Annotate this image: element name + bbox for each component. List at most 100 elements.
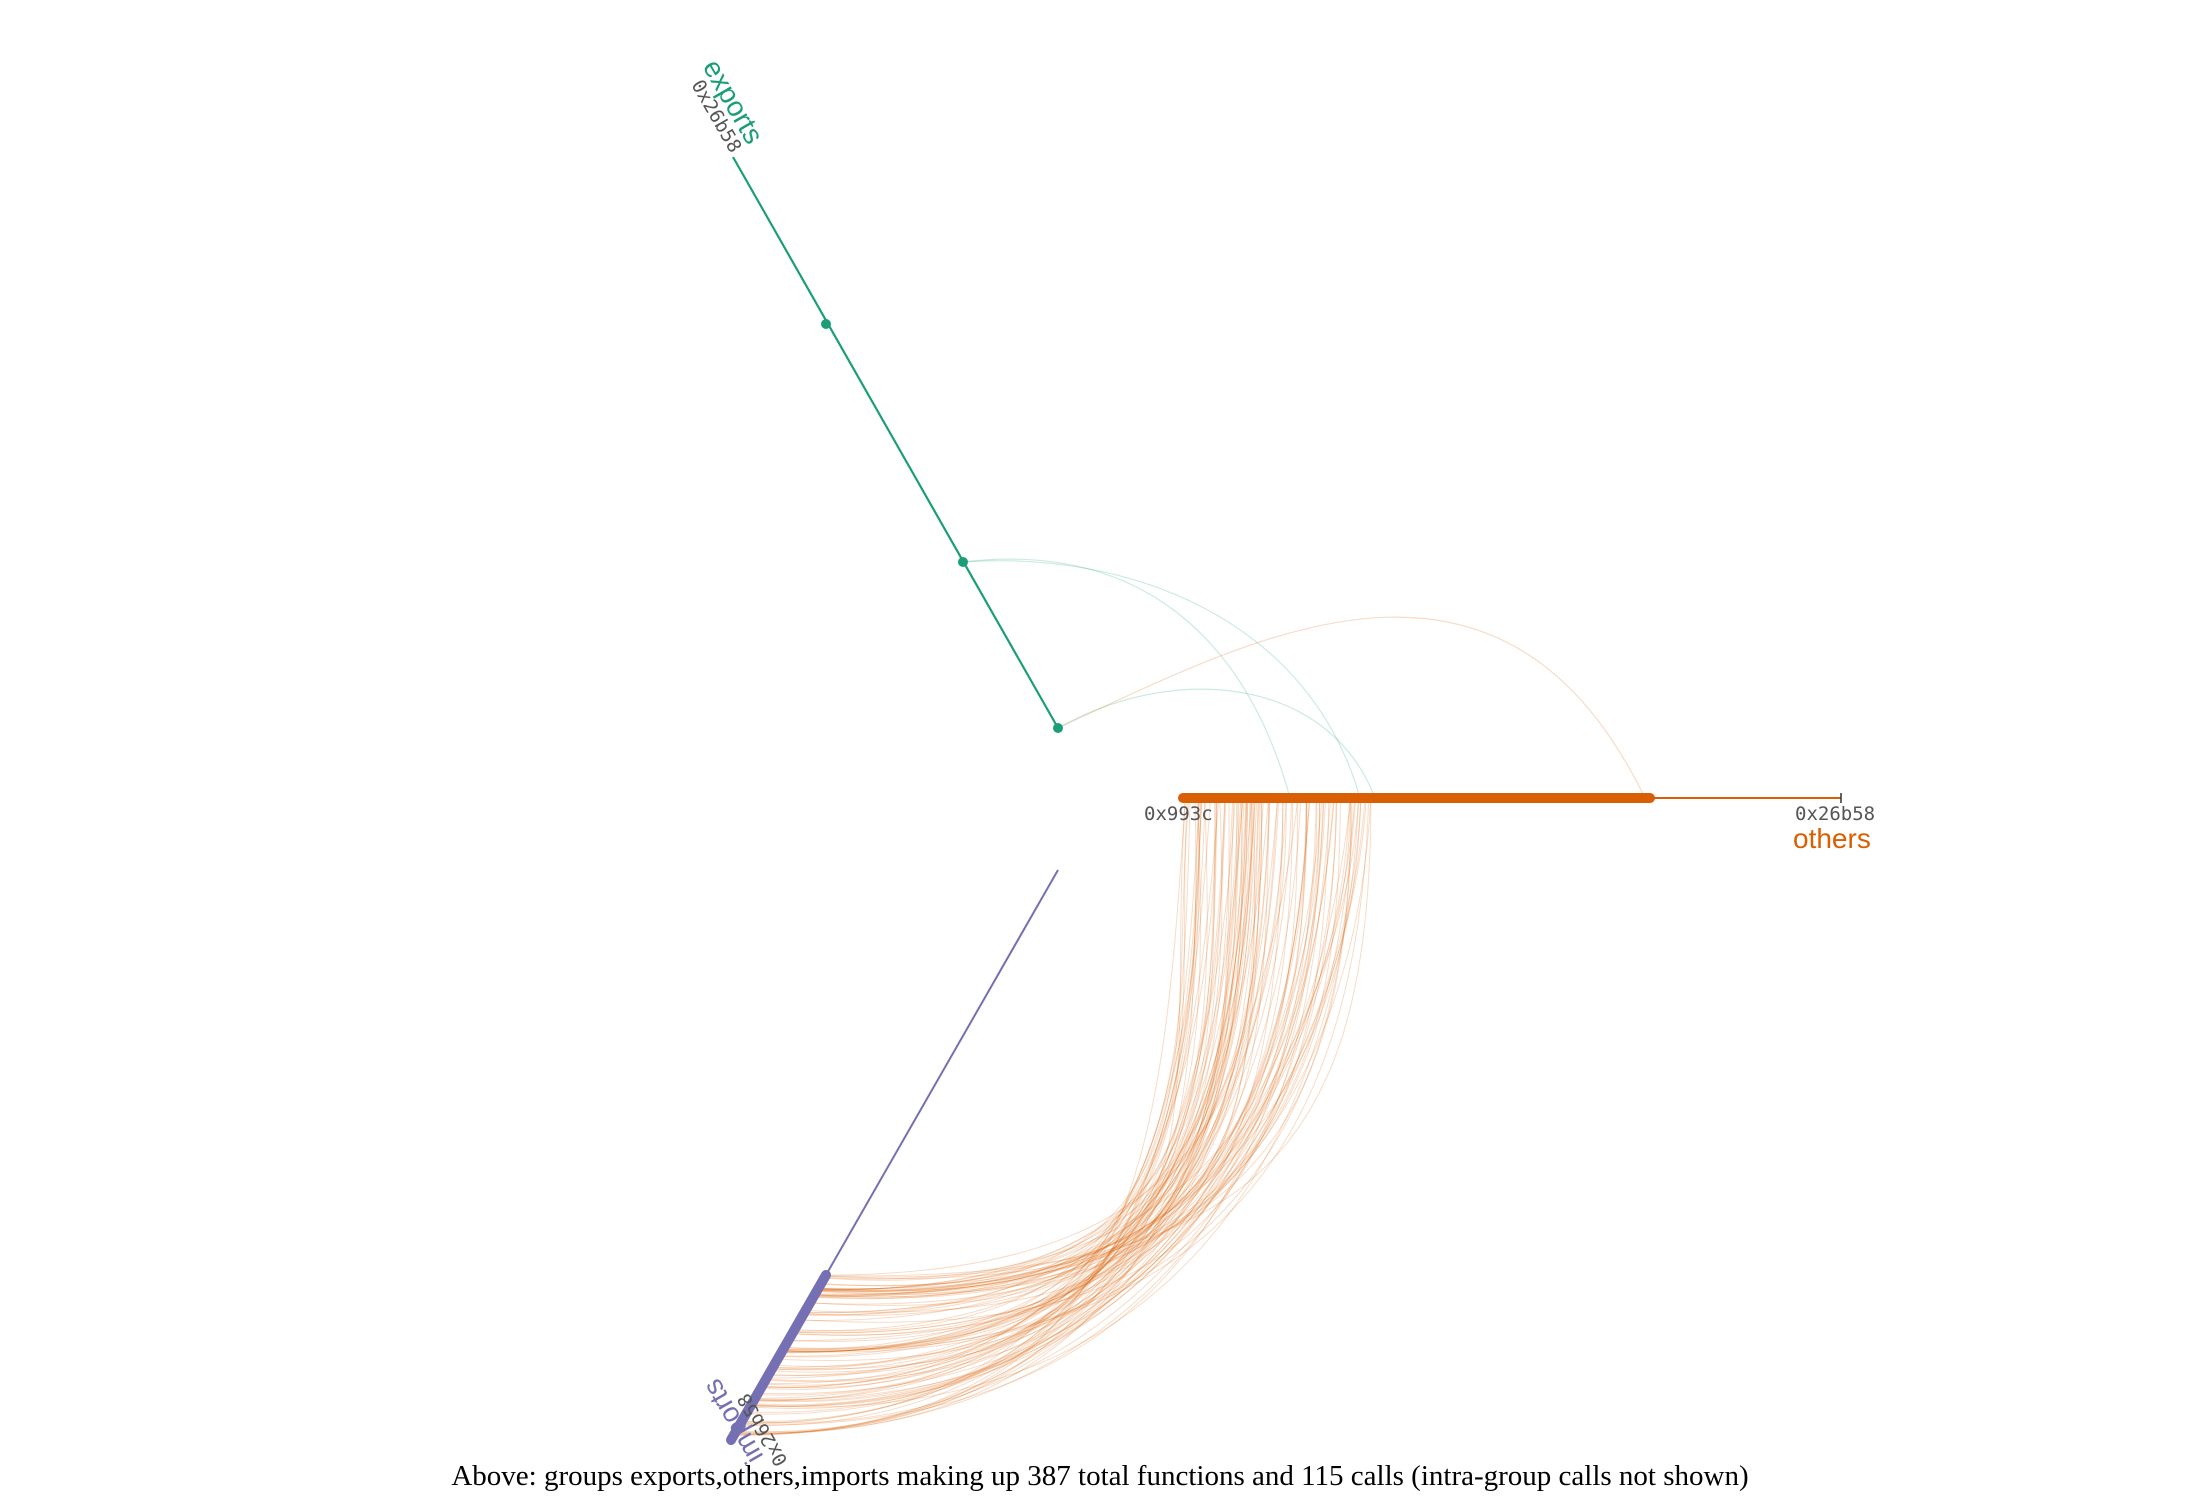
call-edge bbox=[754, 797, 1200, 1401]
call-edge bbox=[817, 797, 1253, 1291]
others-group-label: others bbox=[1793, 823, 1871, 854]
call-edge bbox=[733, 797, 1356, 1436]
call-edge bbox=[734, 797, 1284, 1434]
call-edge bbox=[816, 797, 1325, 1295]
call-edge bbox=[804, 797, 1243, 1314]
call-edge bbox=[962, 560, 1361, 799]
call-edge bbox=[740, 797, 1236, 1424]
call-edge bbox=[820, 797, 1235, 1286]
call-edge bbox=[818, 797, 1362, 1291]
figure-caption: Above: groups exports,others,imports mak… bbox=[451, 1460, 1749, 1492]
call-edge bbox=[813, 797, 1188, 1300]
call-edge bbox=[792, 797, 1263, 1336]
call-edge bbox=[815, 797, 1248, 1295]
call-edge bbox=[794, 797, 1191, 1332]
imports-axis-dense-segment[interactable] bbox=[726, 1270, 831, 1445]
call-edge bbox=[1057, 688, 1376, 799]
call-edge bbox=[765, 797, 1310, 1382]
call-edge bbox=[761, 797, 1320, 1389]
call-edge bbox=[788, 797, 1238, 1342]
call-edge bbox=[782, 797, 1352, 1352]
call-edge bbox=[793, 797, 1230, 1334]
call-edge bbox=[734, 797, 1302, 1435]
call-edge bbox=[817, 797, 1217, 1290]
call-edge bbox=[770, 797, 1308, 1373]
call-edge bbox=[817, 797, 1244, 1292]
exports-edges bbox=[962, 558, 1646, 799]
call-edge bbox=[750, 797, 1321, 1407]
call-edge bbox=[781, 797, 1270, 1353]
call-edge bbox=[766, 797, 1256, 1382]
call-edge bbox=[793, 797, 1208, 1332]
call-edge bbox=[783, 797, 1269, 1350]
call-edge bbox=[763, 797, 1201, 1385]
exports-node[interactable] bbox=[958, 557, 968, 567]
call-edge bbox=[793, 797, 1372, 1334]
call-edge bbox=[817, 797, 1280, 1292]
others-start-label: 0x993c bbox=[1144, 803, 1213, 825]
call-edge bbox=[753, 797, 1226, 1403]
call-edge bbox=[804, 797, 1293, 1313]
call-edge bbox=[751, 797, 1239, 1407]
call-edge bbox=[779, 797, 1293, 1357]
call-edge bbox=[825, 797, 1330, 1280]
call-edge bbox=[817, 797, 1226, 1292]
call-edge bbox=[814, 797, 1245, 1298]
call-edge bbox=[816, 797, 1298, 1292]
call-edge bbox=[792, 797, 1311, 1336]
call-edge bbox=[751, 797, 1318, 1406]
call-edge bbox=[813, 797, 1324, 1297]
call-edge bbox=[825, 797, 1372, 1277]
call-edge bbox=[814, 797, 1260, 1298]
call-edge bbox=[818, 797, 1353, 1290]
call-edge bbox=[782, 797, 1350, 1352]
call-edge bbox=[763, 797, 1351, 1386]
call-edge bbox=[772, 797, 1279, 1369]
exports-axis: 0x26b58 exports bbox=[687, 54, 1063, 733]
call-edge bbox=[813, 797, 1341, 1298]
call-edge bbox=[809, 797, 1337, 1305]
call-edge bbox=[788, 797, 1352, 1342]
call-edge bbox=[782, 797, 1370, 1352]
call-edge bbox=[740, 797, 1206, 1425]
call-edge bbox=[777, 797, 1265, 1361]
call-edge bbox=[813, 797, 1248, 1299]
call-edge bbox=[768, 797, 1263, 1376]
call-edge bbox=[735, 797, 1186, 1433]
exports-node[interactable] bbox=[1053, 723, 1063, 733]
call-edge bbox=[781, 797, 1234, 1353]
call-edge bbox=[733, 797, 1202, 1437]
call-edge bbox=[747, 797, 1220, 1413]
call-edge bbox=[817, 797, 1271, 1291]
call-edge bbox=[741, 797, 1366, 1424]
call-edge bbox=[1057, 616, 1646, 799]
call-edge bbox=[772, 797, 1242, 1370]
call-edge bbox=[779, 797, 1197, 1358]
call-edge bbox=[962, 558, 1291, 799]
call-edge bbox=[814, 797, 1270, 1296]
call-edge bbox=[781, 797, 1216, 1352]
call-edge bbox=[824, 797, 1223, 1281]
call-edge bbox=[814, 797, 1357, 1297]
call-edge bbox=[761, 797, 1218, 1388]
call-edge bbox=[802, 797, 1218, 1316]
exports-node[interactable] bbox=[821, 319, 831, 329]
call-edge bbox=[773, 797, 1249, 1368]
call-edge bbox=[810, 797, 1187, 1306]
others-end-label: 0x26b58 bbox=[1795, 803, 1875, 825]
call-edge bbox=[784, 797, 1258, 1350]
call-edge bbox=[771, 797, 1360, 1370]
call-edge bbox=[803, 797, 1327, 1316]
call-edge bbox=[749, 797, 1211, 1409]
others-axis: 0x993c 0x26b58 others bbox=[1144, 793, 1875, 854]
call-edge bbox=[741, 797, 1252, 1423]
exports-axis-line bbox=[732, 156, 1059, 729]
call-edge bbox=[751, 797, 1360, 1408]
call-edge bbox=[771, 797, 1227, 1371]
call-edge bbox=[784, 797, 1200, 1349]
call-edge bbox=[739, 797, 1287, 1426]
call-edge bbox=[805, 797, 1261, 1313]
call-edge bbox=[735, 797, 1244, 1433]
call-edge bbox=[754, 797, 1335, 1400]
